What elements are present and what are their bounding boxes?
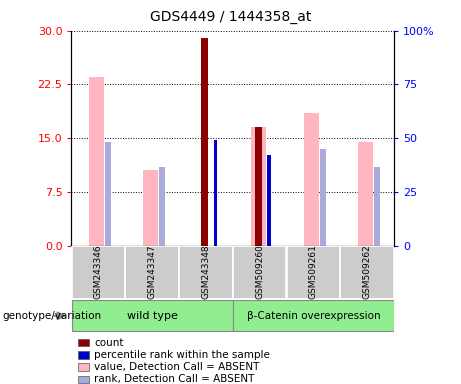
Text: GSM509261: GSM509261	[309, 244, 318, 299]
Bar	[89, 77, 104, 246]
Bar	[267, 155, 271, 246]
Bar	[214, 141, 218, 246]
Text: β-Catenin overexpression: β-Catenin overexpression	[247, 311, 380, 321]
Bar	[358, 142, 373, 246]
Bar	[71, 246, 125, 299]
Bar	[320, 149, 326, 246]
Text: count: count	[94, 338, 124, 348]
Bar	[125, 246, 179, 299]
Bar	[105, 142, 111, 246]
Text: percentile rank within the sample: percentile rank within the sample	[94, 350, 270, 360]
Bar	[251, 127, 266, 246]
Bar	[374, 167, 379, 246]
Bar	[287, 246, 340, 299]
Text: GDS4449 / 1444358_at: GDS4449 / 1444358_at	[150, 10, 311, 23]
Text: GSM243347: GSM243347	[148, 244, 157, 299]
Bar	[304, 113, 319, 246]
Text: value, Detection Call = ABSENT: value, Detection Call = ABSENT	[94, 362, 260, 372]
Bar	[71, 301, 233, 331]
Text: genotype/variation: genotype/variation	[2, 311, 101, 321]
Bar	[179, 246, 233, 299]
Bar	[233, 246, 286, 299]
Text: GSM509260: GSM509260	[255, 244, 264, 299]
Text: rank, Detection Call = ABSENT: rank, Detection Call = ABSENT	[94, 374, 254, 384]
Bar	[159, 167, 165, 246]
Text: wild type: wild type	[127, 311, 177, 321]
Bar	[143, 170, 158, 246]
Bar	[254, 127, 261, 246]
Text: GSM509262: GSM509262	[363, 244, 372, 299]
Bar	[341, 246, 394, 299]
Bar	[201, 38, 208, 246]
Bar	[233, 301, 394, 331]
Text: GSM243346: GSM243346	[94, 244, 103, 299]
Text: GSM243348: GSM243348	[201, 244, 210, 299]
